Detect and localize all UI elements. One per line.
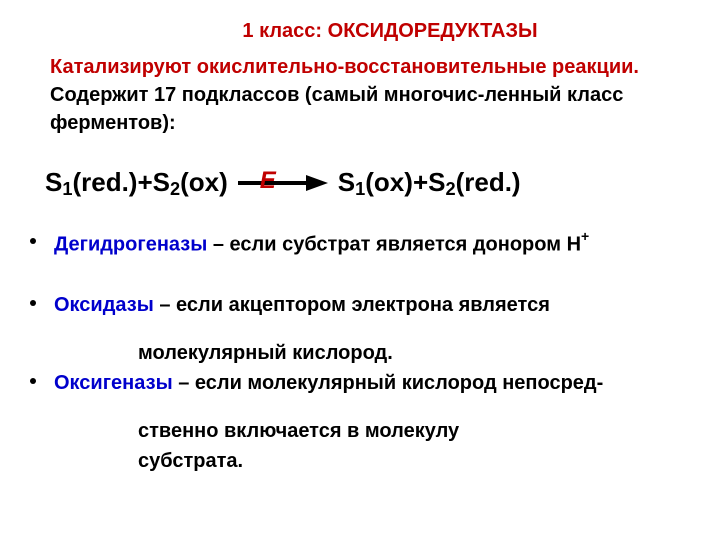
arrow-icon [238,175,328,191]
bullet-dot-icon [30,300,36,306]
term-desc: – если субстрат является донором Н [207,234,581,256]
intro-paragraph: Катализируют окислительно-восстановитель… [50,53,690,137]
bullet-item: Оксигеназы – если молекулярный кислород … [30,368,690,398]
lhs-s2-sub: 2 [170,179,180,200]
term-desc: – если акцептором электрона является [154,294,550,316]
bullet-item: Оксидазы – если акцептором электрона явл… [30,290,690,320]
lhs-s2-base: S [153,167,170,198]
intro-red-text: Катализируют окислительно-восстановитель… [50,56,639,78]
term-desc: – если молекулярный кислород непосред- [173,372,604,394]
lhs-s1-base: S [45,167,62,198]
superscript: + [581,228,589,244]
lhs-s2-state: (ox) [180,167,228,198]
bullet-list: Дегидрогеназы – если субстрат является д… [30,228,690,476]
bullet-text: Дегидрогеназы – если субстрат является д… [54,228,690,260]
slide-title: 1 класс: ОКСИДОРЕДУКТАЗЫ [30,20,690,43]
rhs-s1: S1(ox) [338,167,413,198]
rhs-s2: S2 (red.) [428,167,520,198]
rhs-s1-state: (ox) [365,167,413,198]
lhs-s1-sub: 1 [62,179,72,200]
rhs-s2-base: S [428,167,445,198]
rhs-s1-base: S [338,167,355,198]
lhs-s2: S2(ox) [153,167,228,198]
bullet-text: Оксигеназы – если молекулярный кислород … [54,368,690,398]
lhs-s1-state: (red.) [72,167,137,198]
bullet-dot-icon [30,238,36,244]
reaction-arrow: Е [238,175,328,191]
bullet-dot-icon [30,378,36,384]
term-name: Оксидазы [54,294,154,316]
rhs-s2-state: (red.) [456,167,521,198]
rhs-plus: + [413,167,428,198]
intro-black-text: Содержит 17 подклассов (самый многочис-л… [50,84,623,134]
term-name: Оксигеназы [54,372,173,394]
rhs-s2-sub: 2 [445,179,455,200]
bullet-continuation: ственно включается в молекулу [138,416,690,446]
lhs-plus: + [137,167,152,198]
reaction-equation: S1(red.) + S2(ox) Е S1(ox) + S2 (red.) [45,167,690,198]
arrow-label-E: Е [260,167,276,195]
bullet-continuation: молекулярный кислород. [138,338,690,368]
bullet-item: Дегидрогеназы – если субстрат является д… [30,228,690,260]
bullet-continuation: субстрата. [138,446,690,476]
lhs-s1: S1(red.) [45,167,137,198]
rhs-s1-sub: 1 [355,179,365,200]
term-name: Дегидрогеназы [54,234,207,256]
bullet-text: Оксидазы – если акцептором электрона явл… [54,290,690,320]
